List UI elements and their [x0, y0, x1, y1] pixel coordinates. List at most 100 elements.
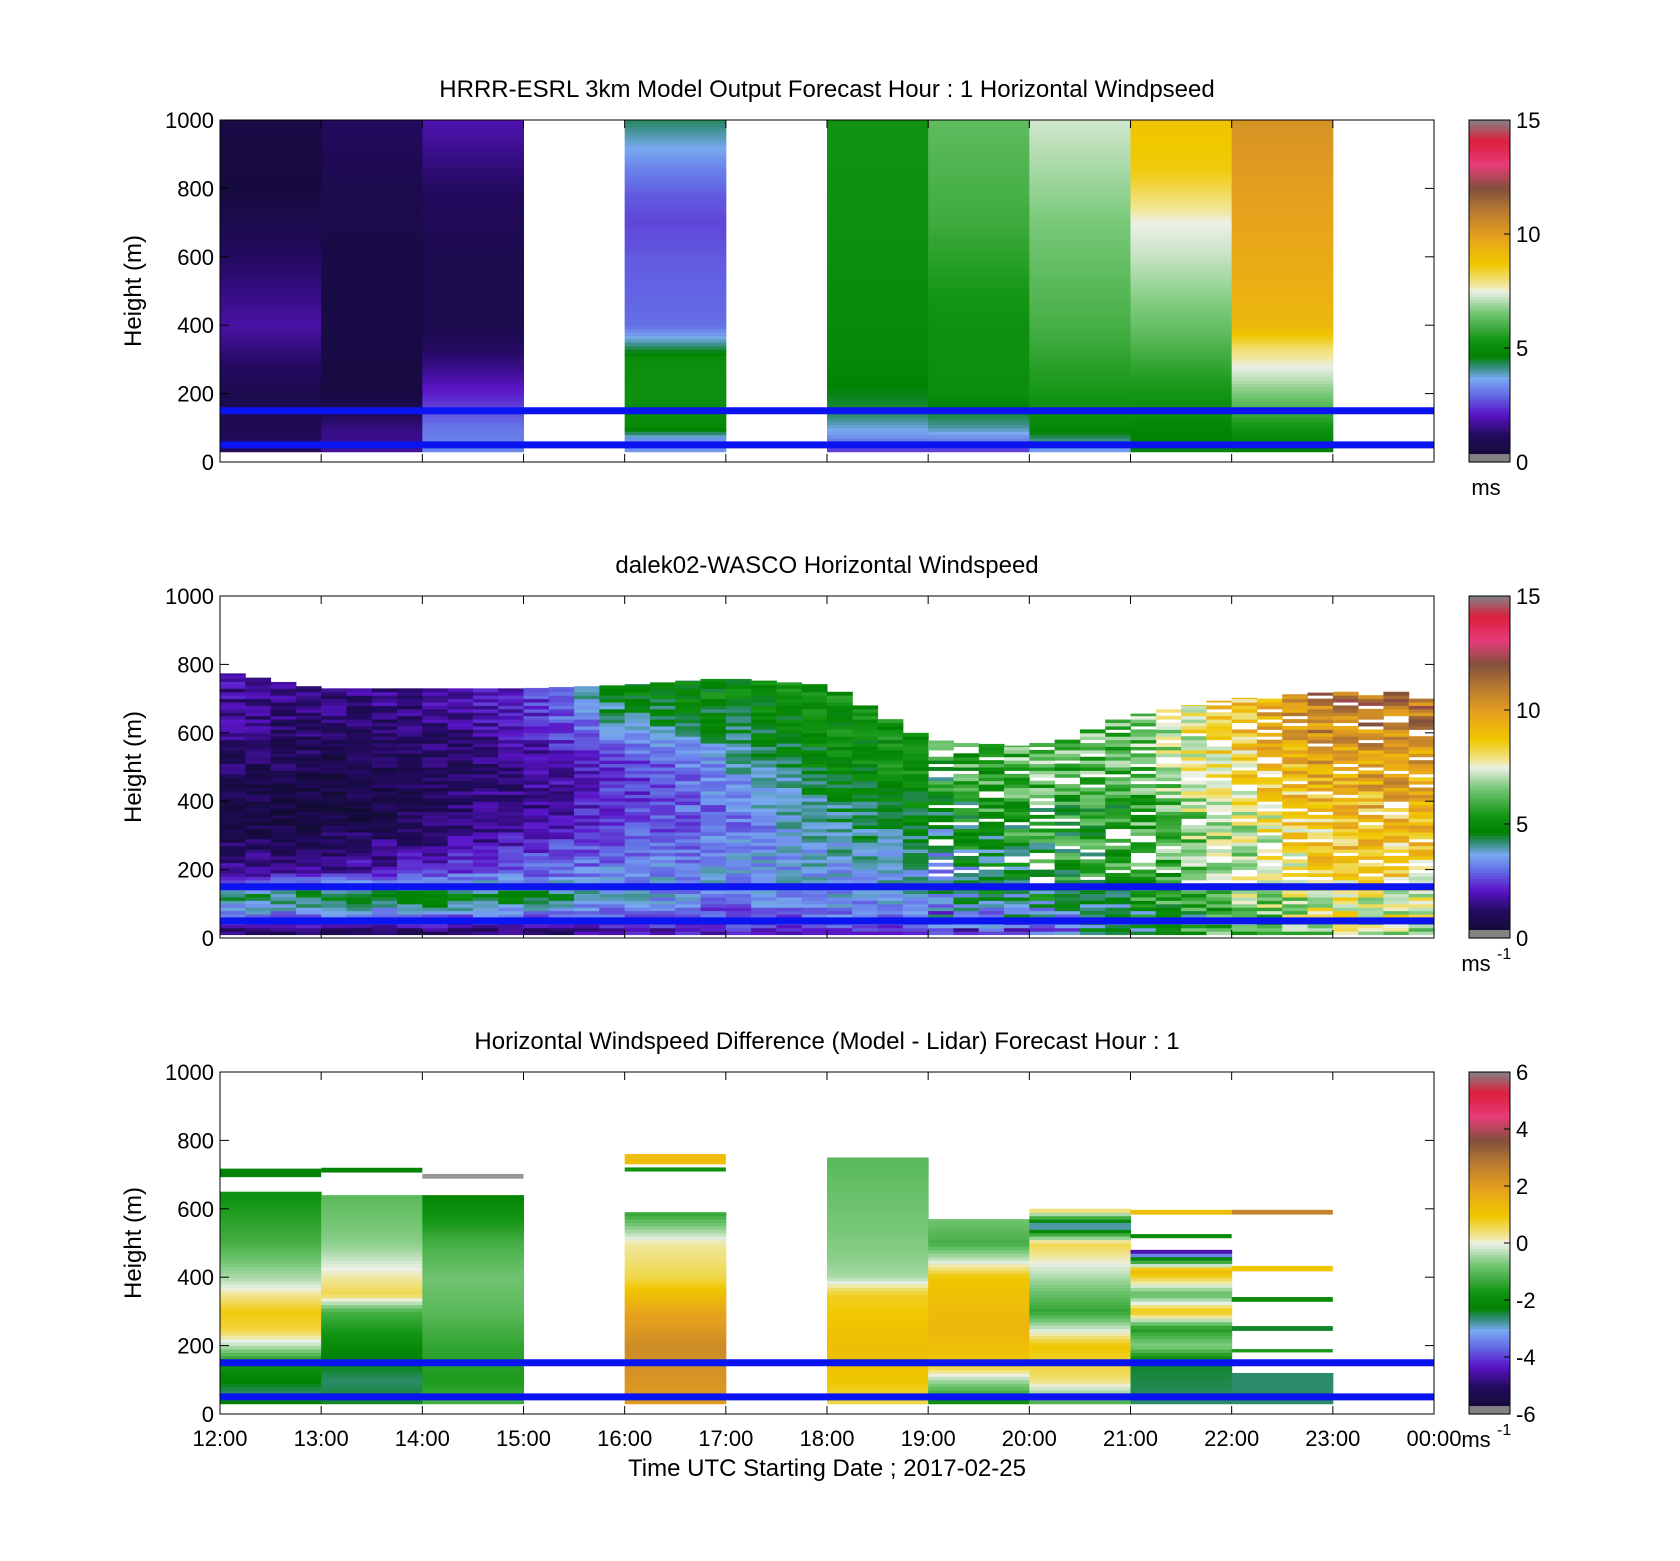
heatmap-cell [422, 770, 449, 775]
heatmap-cell [321, 120, 423, 124]
heatmap-cell [801, 914, 828, 918]
heatmap-cell [827, 719, 853, 724]
heatmap-cell [422, 924, 449, 929]
heatmap-cell [321, 1229, 423, 1234]
heatmap-cell [1130, 1311, 1233, 1316]
heatmap-cell [1358, 852, 1384, 857]
heatmap-cell [1029, 1331, 1131, 1336]
heatmap-cell [827, 366, 929, 371]
heatmap-cell [1231, 729, 1258, 734]
heatmap-cell [928, 280, 1030, 285]
heatmap-cell [902, 743, 929, 747]
heatmap-cell [1307, 890, 1334, 895]
heatmap-cell [245, 873, 272, 877]
heatmap-cell [321, 1195, 423, 1200]
heatmap-cell [321, 1201, 423, 1206]
heatmap-cell [245, 678, 272, 682]
heatmap-cell [270, 825, 297, 830]
heatmap-cell [220, 879, 246, 884]
heatmap-cell [1054, 828, 1081, 833]
heatmap-cell [1181, 743, 1207, 747]
heatmap-cell [1307, 862, 1334, 867]
heatmap-cell [220, 900, 246, 905]
heatmap-cell [295, 719, 322, 724]
colorbar-swatch [1469, 222, 1510, 227]
heatmap-cell [801, 814, 828, 819]
heatmap-cell [1332, 787, 1359, 792]
heatmap-cell [801, 866, 828, 871]
heatmap-cell [928, 1225, 1030, 1230]
heatmap-cell [422, 1201, 524, 1206]
heatmap-cell [624, 362, 727, 367]
heatmap-cell [1130, 1325, 1233, 1329]
colorbar-tick-label: 0 [1516, 450, 1528, 475]
heatmap-cell [624, 301, 727, 306]
colorbar-swatch [1469, 729, 1510, 734]
heatmap-cell [928, 434, 1030, 439]
heatmap-cell [1206, 818, 1233, 823]
heatmap-cell [1206, 814, 1233, 819]
heatmap-cell [498, 797, 524, 802]
heatmap-cell [422, 749, 449, 754]
heatmap-cell [245, 790, 272, 795]
heatmap-cell [523, 736, 550, 741]
heatmap-cell [725, 722, 752, 727]
heatmap-cell [1079, 743, 1106, 747]
heatmap-cell [447, 702, 474, 706]
heatmap-cell [1282, 695, 1309, 700]
heatmap-cell [928, 325, 1030, 330]
heatmap-cell [321, 260, 423, 265]
heatmap-cell [346, 739, 373, 744]
heatmap-cell [928, 780, 954, 785]
heatmap-cell [953, 767, 980, 771]
heatmap-cell [649, 729, 676, 734]
heatmap-cell [1130, 845, 1157, 850]
heatmap-cell [574, 794, 600, 799]
heatmap-cell [624, 910, 651, 915]
heatmap-cell [751, 910, 777, 915]
heatmap-cell [928, 137, 1030, 142]
heatmap-cell [649, 869, 676, 874]
heatmap-cell [270, 890, 297, 895]
heatmap-cell [397, 760, 423, 765]
heatmap-cell [574, 760, 600, 765]
colorbar-swatch [1469, 1297, 1510, 1301]
heatmap-cell [1079, 831, 1106, 836]
heatmap-cell [751, 835, 777, 840]
heatmap-cell [270, 780, 297, 785]
y-tick-label: 1000 [165, 584, 214, 609]
heatmap-cell [1029, 1222, 1131, 1227]
heatmap-cell [953, 896, 980, 901]
heatmap-cell [220, 130, 322, 135]
colorbar-swatch [1469, 1251, 1510, 1255]
heatmap-cell [1105, 910, 1131, 915]
heatmap-cell [827, 294, 929, 299]
heatmap-cell [220, 301, 322, 306]
heatmap-cell [371, 914, 398, 918]
heatmap-cell [1029, 195, 1131, 200]
heatmap-cell [1105, 914, 1131, 918]
heatmap-cell [498, 801, 524, 806]
colorbar-swatch [1469, 712, 1510, 717]
heatmap-cell [220, 1198, 322, 1203]
heatmap-cell [523, 801, 550, 806]
heatmap-cell [1206, 760, 1233, 765]
heatmap-cell [371, 732, 398, 737]
colorbar-swatch [1469, 265, 1510, 269]
heatmap-cell [624, 794, 651, 799]
colorbar-swatch [1469, 439, 1510, 443]
heatmap-cell [953, 808, 980, 812]
heatmap-cell [978, 753, 1005, 758]
heatmap-cell [1130, 1256, 1233, 1261]
heatmap-cell [1130, 417, 1233, 422]
heatmap-cell [725, 678, 752, 682]
heatmap-cell [1130, 1287, 1233, 1292]
heatmap-cell [523, 849, 550, 853]
heatmap-cell [422, 236, 524, 241]
heatmap-cell [1054, 876, 1081, 881]
heatmap-cell [624, 866, 651, 871]
heatmap-cell [599, 896, 626, 901]
heatmap-cell [953, 903, 980, 908]
heatmap-cell [1383, 698, 1410, 703]
heatmap-cell [675, 845, 702, 850]
